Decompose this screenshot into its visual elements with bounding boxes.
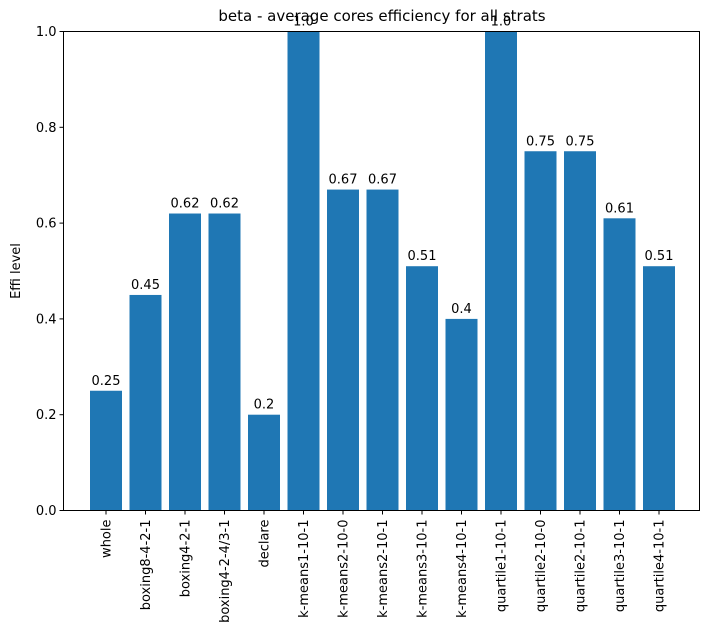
- x-tick-label-quartile2-10-0: quartile2-10-0: [534, 520, 549, 613]
- bar-k-means3-10-1: [406, 266, 438, 511]
- bar-k-means2-10-0: [327, 189, 359, 511]
- x-tick-label-k-means3-10-1: k-means3-10-1: [416, 520, 431, 618]
- data-label-quartile2-10-1: 0.75: [566, 134, 595, 149]
- bar-quartile1-10-1: [485, 31, 517, 511]
- data-label-k-means4-10-1: 0.4: [451, 302, 472, 317]
- bar-declare: [248, 414, 280, 511]
- data-label-quartile4-10-1: 0.51: [645, 249, 674, 264]
- x-tick-label-boxing4-2-1: boxing4-2-1: [179, 520, 194, 598]
- bar-quartile2-10-1: [564, 151, 596, 511]
- bar-k-means1-10-1: [287, 31, 320, 511]
- y-tick-label: 0.4: [36, 312, 57, 327]
- y-tick-label: 1.0: [36, 25, 57, 40]
- y-axis-label: Effi level: [9, 243, 24, 299]
- bar-boxing8-4-2-1: [129, 294, 162, 511]
- x-tick-label-quartile4-10-1: quartile4-10-1: [653, 520, 668, 613]
- x-tick-label-quartile1-10-1: quartile1-10-1: [495, 520, 510, 613]
- bar-quartile2-10-0: [524, 151, 557, 511]
- bar-quartile4-10-1: [643, 266, 675, 511]
- y-tick-label: 0.8: [36, 121, 57, 136]
- y-tick-label: 0.2: [36, 408, 57, 423]
- y-tick-label: 0.0: [36, 504, 57, 519]
- bar-k-means4-10-1: [445, 318, 478, 511]
- data-label-quartile1-10-1: 1.0: [491, 15, 512, 30]
- data-label-boxing4-2-1: 0.62: [171, 197, 200, 212]
- data-label-declare: 0.2: [254, 398, 275, 413]
- data-label-k-means3-10-1: 0.51: [408, 249, 437, 264]
- x-tick-label-k-means1-10-1: k-means1-10-1: [297, 520, 312, 618]
- data-label-k-means1-10-1: 1.0: [293, 15, 314, 30]
- x-tick-label-boxing8-4-2-1: boxing8-4-2-1: [139, 520, 154, 611]
- plot-frame: [63, 31, 700, 511]
- x-tick-label-declare: declare: [258, 520, 273, 568]
- data-label-k-means2-10-1: 0.67: [368, 173, 397, 188]
- bars-group: [90, 31, 675, 511]
- data-label-quartile3-10-1: 0.61: [605, 201, 634, 216]
- x-tick-label-quartile3-10-1: quartile3-10-1: [613, 520, 628, 613]
- x-tick-label-k-means4-10-1: k-means4-10-1: [455, 520, 470, 618]
- bar-quartile3-10-1: [603, 218, 636, 511]
- bar-k-means2-10-1: [366, 189, 399, 511]
- x-tick-label-k-means2-10-0: k-means2-10-0: [337, 520, 352, 618]
- data-labels-group: 0.25 0.45 0.62 0.62 0.2 1.0 0.67 0.67 0.51 0.4 1.0…: [92, 15, 674, 413]
- bar-boxing4-2-1: [169, 213, 201, 511]
- x-tick-label-whole: whole: [100, 520, 115, 558]
- x-tick-label-boxing4-2-4/3-1: boxing4-2-4/3-1: [218, 520, 233, 623]
- x-tick-label-k-means2-10-1: k-means2-10-1: [376, 520, 391, 618]
- data-label-boxing8-4-2-1: 0.45: [131, 278, 160, 293]
- data-label-whole: 0.25: [92, 374, 121, 389]
- x-tick-label-quartile2-10-1: quartile2-10-1: [574, 520, 589, 613]
- chart-title: beta - average cores efficiency for all …: [218, 7, 545, 25]
- y-axis: 0.0 0.2 0.4 0.6 0.8 1.0: [36, 25, 64, 519]
- bar-whole: [90, 390, 122, 511]
- data-label-k-means2-10-0: 0.67: [329, 173, 358, 188]
- bar-boxing4-2-4/3-1: [208, 213, 241, 511]
- y-tick-label: 0.6: [36, 217, 57, 232]
- data-label-quartile2-10-0: 0.75: [526, 134, 555, 149]
- x-axis: whole boxing8-4-2-1 boxing4-2-1 boxing4-2-4…: [100, 510, 668, 623]
- data-label-boxing4-2-4/3-1: 0.62: [210, 197, 239, 212]
